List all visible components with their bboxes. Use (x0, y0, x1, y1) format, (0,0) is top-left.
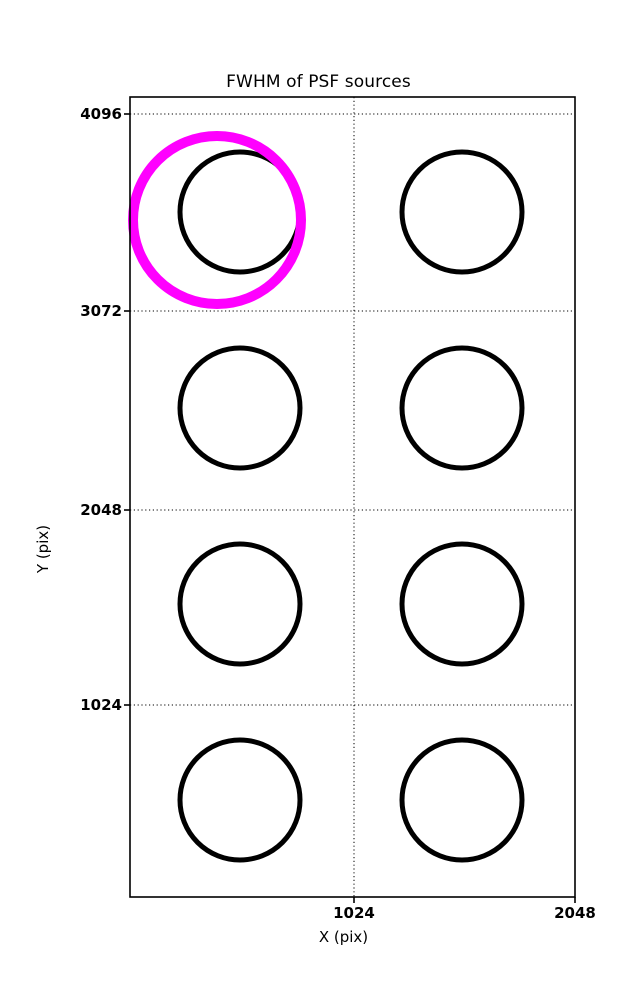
axes-frame (129, 96, 576, 898)
psf-marker (399, 345, 525, 471)
xtick-label-1024: 1024 (333, 904, 375, 922)
y-axis-label: Y (pix) (34, 524, 52, 574)
psf-marker (177, 345, 303, 471)
xtick-label-2048: 2048 (554, 904, 596, 922)
x-axis-label: X (pix) (318, 928, 369, 946)
axes-spines (129, 96, 576, 898)
ytick-label-4096: 4096 (80, 105, 122, 123)
plot-background (130, 97, 575, 897)
highlighted-source-marker (128, 131, 306, 309)
ytick-label-2048: 2048 (80, 501, 122, 519)
ytick-label-3072: 3072 (80, 302, 122, 320)
psf-marker (177, 737, 303, 863)
ytick-label-1024: 1024 (80, 696, 122, 714)
psf-marker (399, 149, 525, 275)
tick-marks (124, 113, 576, 903)
highlight-circle (128, 131, 306, 309)
psf-marker (177, 541, 303, 667)
psf-marker (399, 737, 525, 863)
psf-marker (399, 541, 525, 667)
chart-title: FWHM of PSF sources (226, 72, 411, 92)
